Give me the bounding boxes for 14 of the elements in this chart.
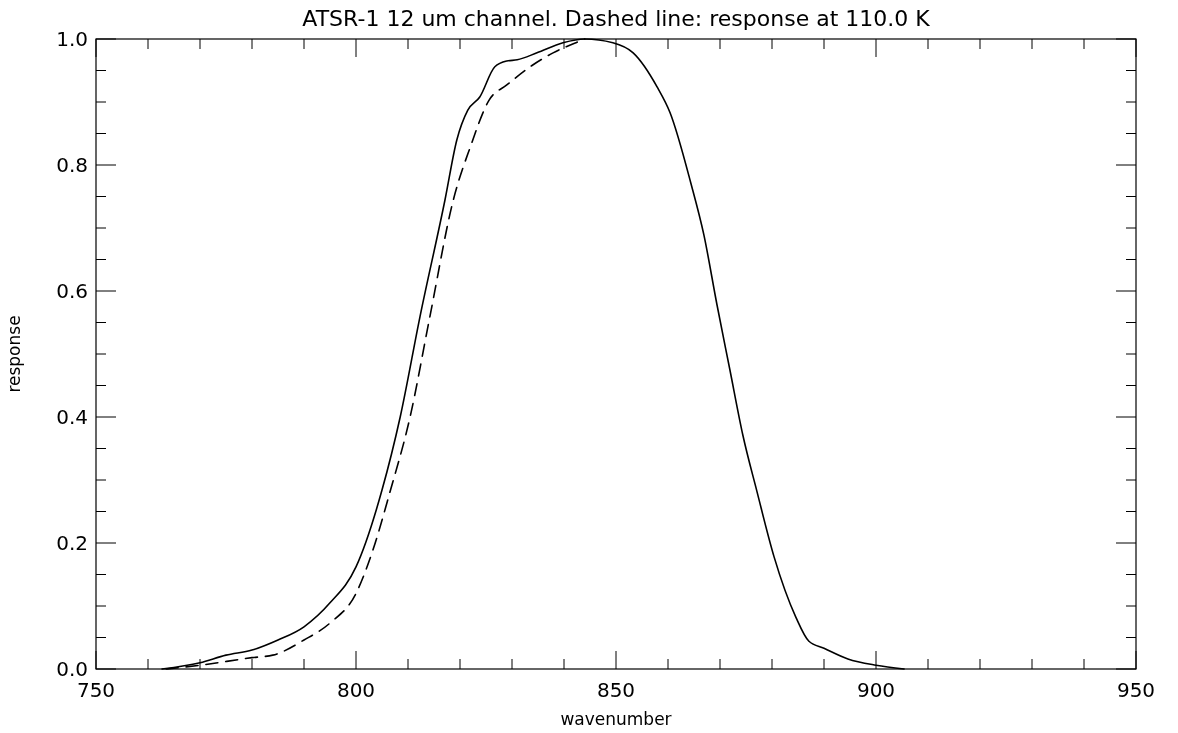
y-tick-label: 0.6 <box>56 279 88 303</box>
chart-title: ATSR-1 12 um channel. Dashed line: response at 110.0 K <box>302 6 931 31</box>
x-tick-label: 950 <box>1116 678 1156 702</box>
y-tick-label: 0.4 <box>56 405 88 429</box>
y-tick-label: 1.0 <box>56 27 88 51</box>
x-axis-title: wavenumber <box>560 709 672 729</box>
x-tick-label: 800 <box>336 678 376 702</box>
x-tick-label: 750 <box>76 678 116 702</box>
x-tick-label: 900 <box>856 678 896 702</box>
y-axis-title: response <box>4 315 24 393</box>
y-tick-label: 0.2 <box>56 531 88 555</box>
x-tick-label: 850 <box>596 678 636 702</box>
y-tick-label: 0.0 <box>56 657 88 681</box>
y-tick-label: 0.8 <box>56 153 88 177</box>
